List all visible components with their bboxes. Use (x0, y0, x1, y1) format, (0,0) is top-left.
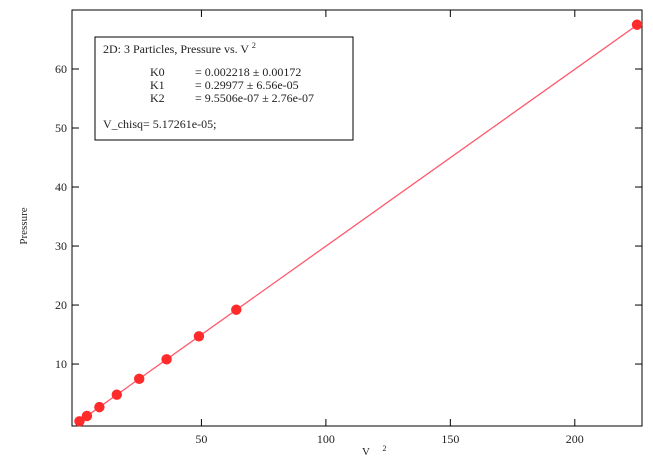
x-axis-title-base: V (362, 446, 370, 458)
data-point (161, 354, 172, 365)
data-point (193, 331, 205, 342)
y-tick-label: 10 (55, 357, 67, 371)
x-tick-label: 150 (441, 432, 459, 446)
x-tick-label: 50 (195, 432, 207, 446)
y-tick-label: 30 (55, 239, 67, 253)
annotation-chisq: V_chisq= 5.17261e-05; (103, 117, 216, 131)
axis-ticks: 50 100 150 200 10 20 30 40 50 60 (55, 10, 642, 446)
x-tick-label: 100 (317, 432, 335, 446)
plot-frame (71, 9, 643, 427)
param-value-k0: = 0.002218 ± 0.00172 (195, 65, 301, 79)
data-points (74, 19, 643, 427)
annotation-heading: 2D: 3 Particles, Pressure vs. V 2 (103, 41, 256, 56)
param-name-k0: K0 (150, 65, 165, 79)
y-axis-title: Pressure (18, 207, 30, 244)
fit-annotation-box: 2D: 3 Particles, Pressure vs. V 2 K0 = 0… (94, 36, 354, 141)
data-point (74, 416, 85, 427)
x-tick-label: 200 (566, 432, 584, 446)
data-point (231, 304, 242, 315)
data-point (134, 373, 145, 384)
y-tick-label: 40 (55, 180, 67, 194)
x-axis-title-superscript: 2 (383, 444, 387, 453)
data-point (631, 19, 643, 30)
data-point (111, 389, 123, 400)
fit-line (76, 20, 643, 424)
y-tick-label: 20 (55, 298, 67, 312)
annotation-heading-superscript: 2 (252, 41, 256, 50)
y-tick-label: 50 (55, 121, 67, 135)
annotation-border (94, 36, 354, 141)
param-name-k1: K1 (150, 78, 165, 92)
param-value-k1: = 0.29977 ± 6.56e-05 (195, 78, 299, 92)
data-point (81, 410, 93, 422)
y-tick-label: 60 (55, 62, 67, 76)
param-name-k2: K2 (150, 91, 165, 105)
annotation-heading-text: 2D: 3 Particles, Pressure vs. V (103, 42, 249, 56)
data-point (94, 401, 105, 413)
fit-line-layer (76, 20, 643, 424)
x-axis-title: V 2 (362, 444, 387, 458)
param-value-k2: = 9.5506e-07 ± 2.76e-07 (195, 91, 314, 105)
